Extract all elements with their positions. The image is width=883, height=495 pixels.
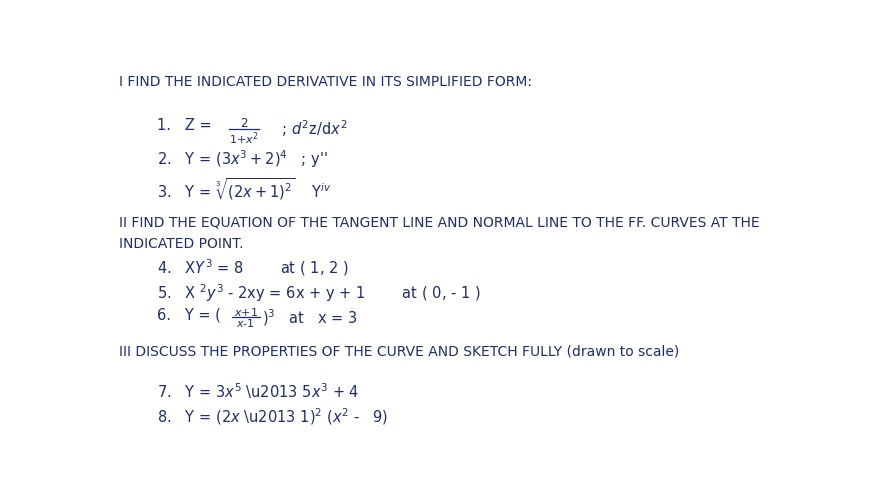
Text: INDICATED POINT.: INDICATED POINT.: [118, 237, 243, 250]
Text: 2.   Y = $(3x^3 + 2)^4$   ; y'': 2. Y = $(3x^3 + 2)^4$ ; y'': [157, 148, 328, 169]
Text: I FIND THE INDICATED DERIVATIVE IN ITS SIMPLIFIED FORM:: I FIND THE INDICATED DERIVATIVE IN ITS S…: [118, 75, 532, 89]
Text: ; $d^2$z/d$x^2$: ; $d^2$z/d$x^2$: [268, 118, 347, 139]
Text: 5.   X $^2y^3$ - 2xy = 6x + y + 1        at ( 0, - 1 ): 5. X $^2y^3$ - 2xy = 6x + y + 1 at ( 0, …: [157, 282, 480, 304]
Text: II FIND THE EQUATION OF THE TANGENT LINE AND NORMAL LINE TO THE FF. CURVES AT TH: II FIND THE EQUATION OF THE TANGENT LINE…: [118, 216, 759, 230]
Text: 7.   Y = $3x^5$ \u2013 $5x^3$ + 4: 7. Y = $3x^5$ \u2013 $5x^3$ + 4: [157, 382, 359, 401]
Text: 3.   Y = $\sqrt[3]{(2x + 1)^2}$    Y$^{iv}$: 3. Y = $\sqrt[3]{(2x + 1)^2}$ Y$^{iv}$: [157, 177, 332, 202]
Text: 6.   Y = (: 6. Y = (: [157, 307, 221, 322]
Text: III DISCUSS THE PROPERTIES OF THE CURVE AND SKETCH FULLY (drawn to scale): III DISCUSS THE PROPERTIES OF THE CURVE …: [118, 345, 679, 358]
Text: 1+$x^2$: 1+$x^2$: [229, 130, 259, 147]
Text: 2: 2: [240, 116, 247, 130]
Text: 8.   Y = $(2x$ \u2013 $1)^2$ $(x^2$ -   9): 8. Y = $(2x$ \u2013 $1)^2$ $(x^2$ - 9): [157, 406, 389, 427]
Text: $x$-1: $x$-1: [237, 317, 255, 330]
Text: $x$+1: $x$+1: [234, 306, 258, 318]
Text: 4.   X$Y^3$ = 8        at ( 1, 2 ): 4. X$Y^3$ = 8 at ( 1, 2 ): [157, 257, 349, 278]
Text: 1.   Z =: 1. Z =: [157, 118, 212, 134]
Text: )$^3$   at   x = 3: )$^3$ at x = 3: [262, 307, 358, 328]
